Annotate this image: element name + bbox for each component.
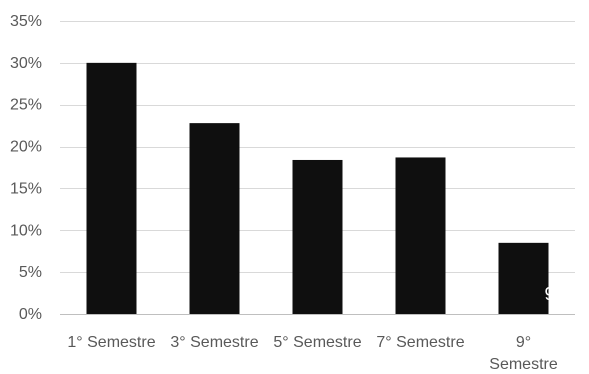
y-tick-label: 25% <box>10 97 42 114</box>
x-tick-label: 7° Semestre <box>376 334 464 351</box>
y-tick-label: 10% <box>10 222 42 239</box>
bar <box>395 157 446 314</box>
x-tick-label: 3° Semestre <box>170 334 258 351</box>
bar <box>292 159 343 314</box>
y-tick-label: 20% <box>10 139 42 156</box>
y-tick-label: 35% <box>10 13 42 30</box>
bar <box>189 123 240 314</box>
bar <box>86 62 137 314</box>
x-tick-label: 1° Semestre <box>67 334 155 351</box>
y-tick-label: 0% <box>19 306 42 323</box>
bars <box>86 62 549 314</box>
bar <box>498 242 549 314</box>
x-tick-label: 5° Semestre <box>273 334 361 351</box>
y-tick-label: 5% <box>19 264 42 281</box>
bar-data-label-fragment: 9 <box>545 284 555 304</box>
y-tick-label: 30% <box>10 55 42 72</box>
x-axis-tick-labels: 1° Semestre 3° Semestre 5° Semestre 7° Seme… <box>67 334 557 373</box>
y-tick-label: 15% <box>10 180 42 197</box>
x-tick-label: 9° Semestre <box>489 334 558 373</box>
y-axis-tick-labels: 0% 5% 10% 15% 20% 25% 30% 35% <box>10 13 42 323</box>
